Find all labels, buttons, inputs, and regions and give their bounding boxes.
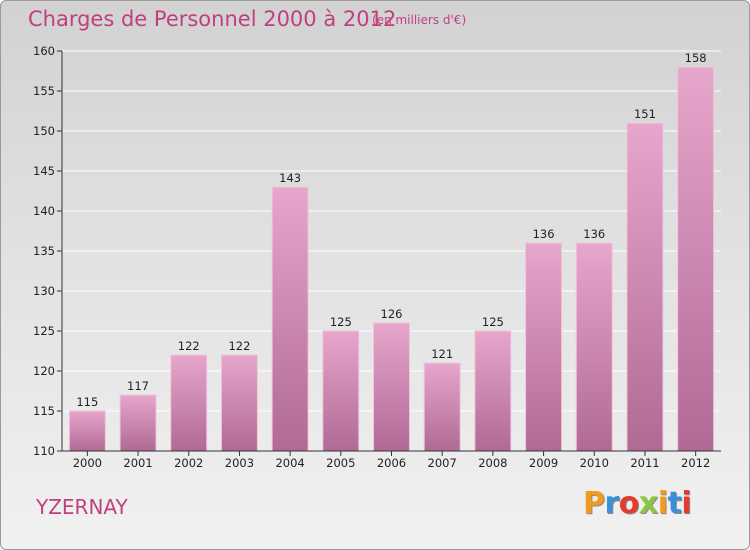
bar-2008 <box>474 330 512 452</box>
x-tick-label: 2001 <box>123 456 152 470</box>
y-tick-label: 120 <box>33 364 55 378</box>
data-label: 136 <box>583 227 605 241</box>
y-tick-label: 135 <box>33 244 55 258</box>
y-tick-label: 140 <box>33 204 55 218</box>
y-tick-label: 160 <box>33 44 55 58</box>
chart-subtitle: (en milliers d'€) <box>372 13 467 27</box>
y-tick-label: 115 <box>33 404 55 418</box>
data-label: 125 <box>482 315 504 329</box>
x-tick-label: 2004 <box>275 456 304 470</box>
x-tick-label: 2010 <box>580 456 609 470</box>
bar-2006 <box>373 322 410 452</box>
x-tick-label: 2002 <box>174 456 203 470</box>
data-label: 125 <box>330 315 352 329</box>
data-label: 122 <box>178 339 200 353</box>
x-tick-label: 2008 <box>478 456 507 470</box>
y-tick-label: 155 <box>33 84 55 98</box>
commune-name: YZERNAY <box>36 495 128 519</box>
y-tick-label: 110 <box>33 444 55 458</box>
data-label: 158 <box>685 51 707 65</box>
data-label: 151 <box>634 107 656 121</box>
bar-2005 <box>322 330 360 452</box>
x-tick-label: 2012 <box>681 456 710 470</box>
x-tick-label: 2000 <box>73 456 102 470</box>
bar-2009 <box>525 242 563 452</box>
data-label: 122 <box>228 339 250 353</box>
bar-2001 <box>119 394 157 452</box>
x-tick-label: 2011 <box>630 456 659 470</box>
bar-2012 <box>677 66 715 452</box>
x-tick-label: 2005 <box>326 456 355 470</box>
y-tick-label: 145 <box>33 164 55 178</box>
chart-title: Charges de Personnel 2000 à 2012 <box>28 7 397 31</box>
y-tick-label: 150 <box>33 124 55 138</box>
data-label: 126 <box>381 307 403 321</box>
x-tick-label: 2007 <box>428 456 457 470</box>
data-label: 143 <box>279 171 301 185</box>
y-tick-label: 125 <box>33 324 55 338</box>
bar-2000 <box>68 410 106 452</box>
proxiti-logo: Proxiti <box>583 486 692 521</box>
data-label: 115 <box>76 395 98 409</box>
bar-2003 <box>220 354 258 452</box>
bar-2007 <box>423 362 461 452</box>
bar-2010 <box>575 242 613 452</box>
y-tick-label: 130 <box>33 284 55 298</box>
x-tick-label: 2006 <box>377 456 406 470</box>
bar-2002 <box>170 354 208 452</box>
bar-2004 <box>271 186 309 452</box>
x-tick-label: 2003 <box>225 456 254 470</box>
data-label: 121 <box>431 347 453 361</box>
bar-2011 <box>626 122 664 452</box>
x-tick-label: 2009 <box>529 456 558 470</box>
data-label: 117 <box>127 379 149 393</box>
data-label: 136 <box>533 227 555 241</box>
